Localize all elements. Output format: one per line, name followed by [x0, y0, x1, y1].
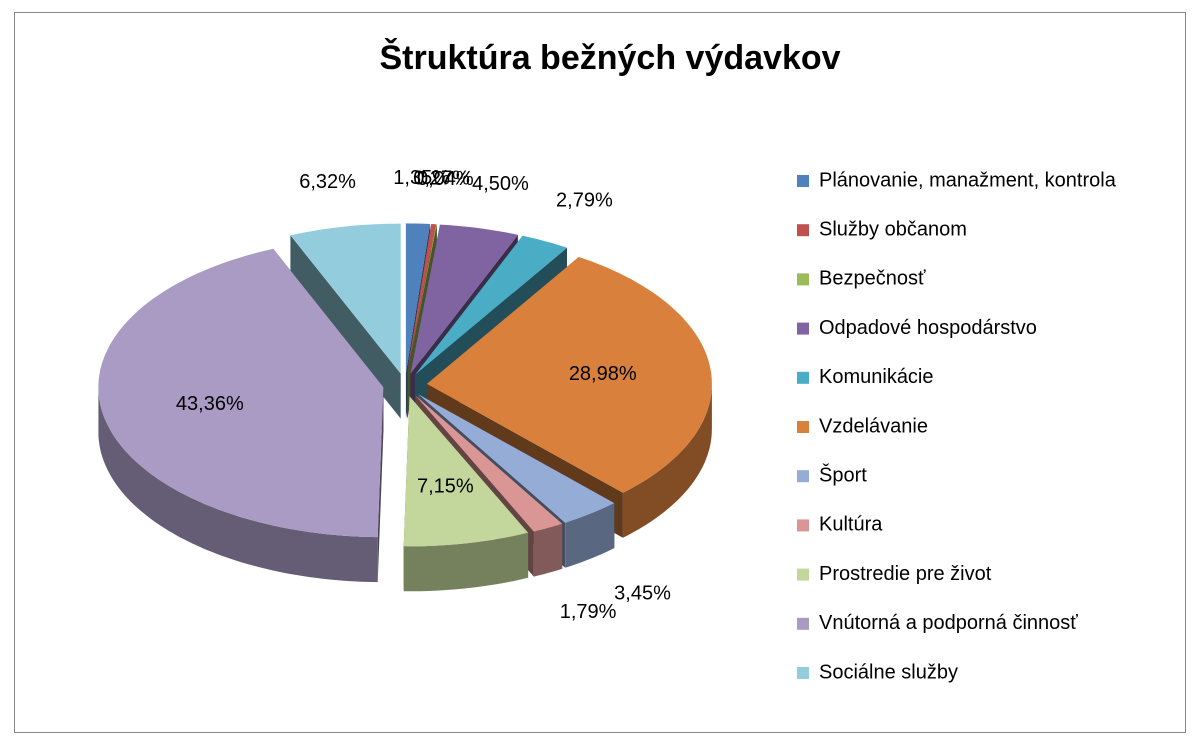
legend-label: Komunikácie [819, 366, 934, 388]
chart-title: Štruktúra bežných výdavkov [379, 38, 840, 77]
slice [98, 248, 384, 538]
slice [415, 395, 563, 532]
slice [290, 223, 401, 374]
slice [418, 394, 615, 523]
data-label: 6,32% [299, 171, 356, 193]
data-label: 1,79% [560, 601, 617, 623]
legend-label: Vnútorná a podporná činnosť [819, 612, 1078, 634]
legend-swatch [797, 273, 809, 286]
data-label: 4,50% [472, 173, 529, 195]
legend-label: Plánovanie, manažment, kontrola [819, 169, 1117, 191]
slice-wall [290, 235, 401, 419]
legend-swatch [797, 175, 809, 187]
slice-rim [98, 387, 378, 583]
legend-swatch [797, 421, 809, 433]
legend-label: Odpadové hospodárstvo [819, 317, 1037, 339]
legend-label: Kultúra [819, 514, 883, 536]
legend-label: Prostredie pre život [819, 563, 992, 585]
data-label: 0,27% [413, 168, 470, 190]
data-label: 7,15% [417, 476, 474, 498]
slice-rim [622, 383, 712, 538]
slice [410, 224, 518, 374]
legend-swatch [797, 470, 809, 483]
legend-label: Vzdelávanie [819, 415, 928, 437]
legend-swatch [797, 224, 809, 237]
slice-rim [403, 532, 529, 592]
legend-label: Bezpečnosť [819, 268, 926, 290]
data-label: 43,36% [176, 393, 244, 415]
legend-label: Šport [819, 463, 867, 486]
slice [407, 224, 437, 374]
slice-rim [533, 523, 563, 577]
slice [405, 223, 431, 374]
legend-swatch [797, 322, 809, 335]
data-label: 2,79% [556, 190, 613, 212]
slice-wall [377, 387, 384, 583]
legend-swatch [797, 667, 809, 679]
data-label: 0,04% [417, 168, 474, 190]
legend-swatch [797, 617, 809, 630]
legend-swatch [797, 519, 809, 532]
slice [426, 257, 712, 493]
legend-swatch [797, 568, 809, 581]
slice [403, 396, 529, 547]
data-label: 3,45% [614, 583, 671, 605]
data-label: 28,98% [569, 363, 637, 385]
slice [407, 224, 436, 374]
legend-swatch [797, 371, 809, 384]
data-label: 1,35% [393, 167, 450, 189]
slice [415, 235, 567, 375]
legend-label: Služby občanom [819, 218, 967, 240]
slice-rim [565, 503, 615, 568]
legend-label: Sociálne služby [819, 661, 958, 683]
